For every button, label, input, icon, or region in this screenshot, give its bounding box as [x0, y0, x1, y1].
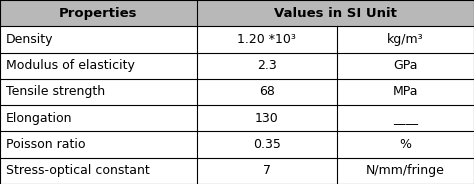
Text: Elongation: Elongation	[6, 112, 72, 125]
Text: 1.20 *10³: 1.20 *10³	[237, 33, 296, 46]
Bar	[0, 79, 474, 105]
Bar	[0, 0, 197, 26]
Text: %: %	[399, 138, 411, 151]
Text: Tensile strength: Tensile strength	[6, 86, 105, 98]
Text: MPa: MPa	[392, 86, 418, 98]
Bar	[0, 131, 474, 158]
Text: 7: 7	[263, 164, 271, 177]
Text: Modulus of elasticity: Modulus of elasticity	[6, 59, 135, 72]
Text: ____: ____	[393, 112, 418, 125]
Text: GPa: GPa	[393, 59, 418, 72]
Text: 130: 130	[255, 112, 279, 125]
Text: Values in SI Unit: Values in SI Unit	[274, 7, 397, 20]
Bar	[0, 158, 474, 184]
Text: 68: 68	[259, 86, 274, 98]
Text: kg/m³: kg/m³	[387, 33, 424, 46]
Text: Poisson ratio: Poisson ratio	[6, 138, 85, 151]
Text: Properties: Properties	[59, 7, 137, 20]
Text: Density: Density	[6, 33, 53, 46]
Bar	[0, 26, 474, 53]
Bar	[197, 0, 474, 26]
Text: 2.3: 2.3	[257, 59, 276, 72]
Text: Stress-optical constant: Stress-optical constant	[6, 164, 149, 177]
Text: 0.35: 0.35	[253, 138, 281, 151]
Bar	[0, 105, 474, 131]
Text: N/mm/fringe: N/mm/fringe	[366, 164, 445, 177]
Bar	[0, 53, 474, 79]
